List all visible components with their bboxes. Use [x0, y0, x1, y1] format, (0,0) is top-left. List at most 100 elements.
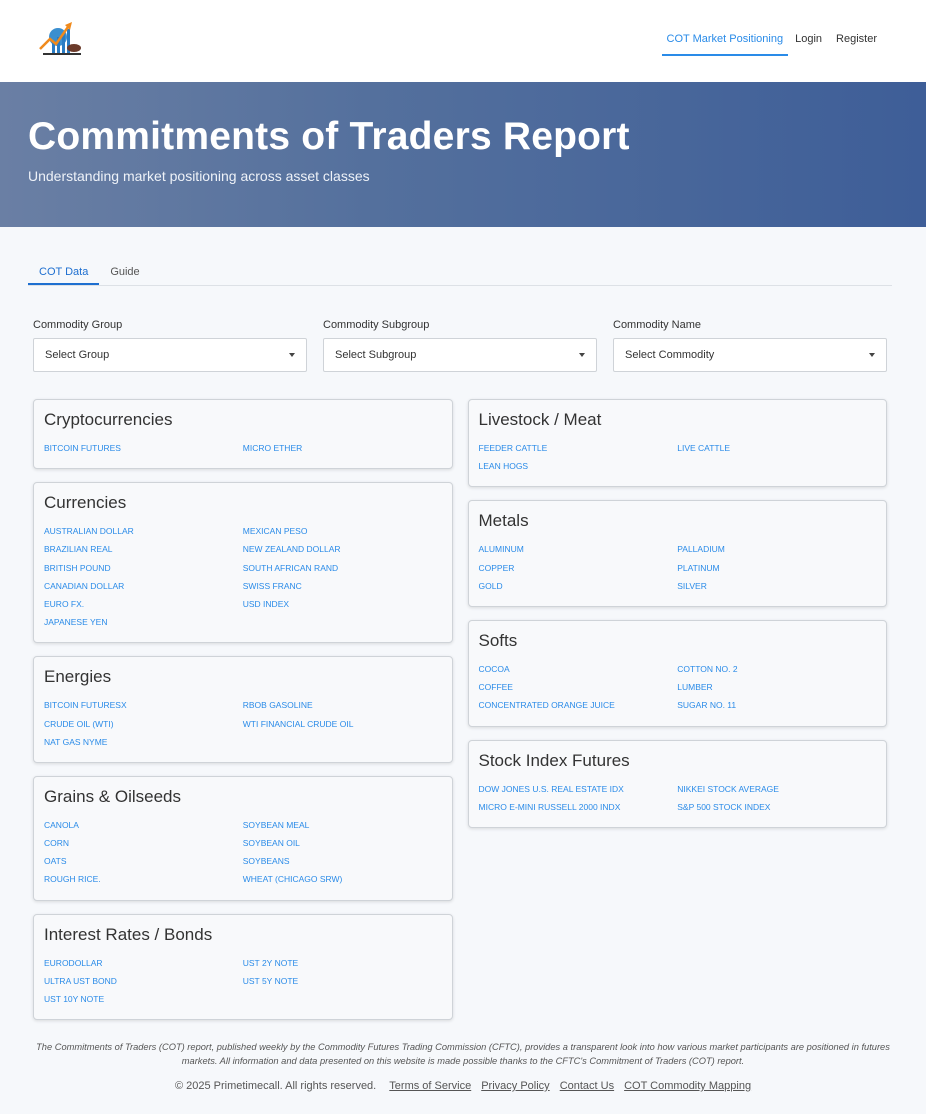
commodity-link[interactable]: COCOA — [478, 663, 510, 674]
commodity-link[interactable]: S&P 500 STOCK INDEX — [677, 801, 771, 812]
tab-cot-data[interactable]: COT Data — [28, 261, 100, 285]
group-card-stock-index-futures: Stock Index Futures DOW JONES U.S. REAL E… — [467, 739, 887, 828]
commodity-groups: Cryptocurrencies BITCOIN FUTURES MICRO ETH… — [33, 399, 887, 1021]
commodity-link[interactable]: SILVER — [677, 580, 707, 591]
commodity-link[interactable]: BITCOIN FUTURESX — [44, 700, 127, 711]
commodity-link[interactable]: OATS — [44, 856, 67, 867]
group-card-grains-oilseeds: Grains & Oilseeds CANOLA SOYBEAN MEAL CORN S… — [33, 775, 453, 901]
logo[interactable] — [38, 19, 84, 59]
group-card-livestock-meat: Livestock / Meat FEEDER CATTLE LIVE CATTLE… — [467, 399, 887, 488]
commodity-link[interactable]: SOYBEAN MEAL — [242, 819, 310, 830]
commodity-link[interactable]: PLATINUM — [677, 562, 720, 573]
commodity-link[interactable]: MICRO E-MINI RUSSELL 2000 INDX — [478, 801, 621, 812]
commodity-link[interactable]: NEW ZEALAND DOLLAR — [242, 544, 341, 555]
nav-link-cot-market-positioning[interactable]: COT Market Positioning — [661, 0, 789, 56]
commodity-subgroup-select[interactable]: Select Subgroup — [323, 338, 597, 372]
filters: Commodity Group Select Group Commodity S… — [33, 319, 887, 372]
commodity-link[interactable]: PALLADIUM — [677, 544, 725, 555]
caret-down-icon — [289, 353, 295, 357]
commodity-list: BITCOIN FUTURES MICRO ETHER — [44, 439, 442, 457]
commodity-link[interactable]: COTTON NO. 2 — [677, 663, 738, 674]
commodity-link[interactable]: AUSTRALIAN DOLLAR — [44, 526, 134, 537]
nav-link-login[interactable]: Login — [795, 33, 823, 45]
filter-label: Commodity Group — [33, 319, 123, 331]
footer-link-privacy-policy[interactable]: Privacy Policy — [481, 1080, 550, 1092]
commodity-list: ALUMINUM PALLADIUM COPPER PLATINUM GOLD SILVE… — [479, 540, 877, 595]
left-column: Cryptocurrencies BITCOIN FUTURES MICRO ETH… — [33, 399, 453, 1021]
group-card-cryptocurrencies: Cryptocurrencies BITCOIN FUTURES MICRO ETH… — [33, 399, 453, 470]
group-title: Grains & Oilseeds — [44, 786, 181, 806]
commodity-link[interactable]: SUGAR NO. 11 — [677, 700, 737, 711]
group-card-currencies: Currencies AUSTRALIAN DOLLAR MEXICAN PESO B… — [33, 482, 453, 644]
commodity-list: AUSTRALIAN DOLLAR MEXICAN PESO BRAZILIAN R… — [44, 522, 442, 631]
commodity-link[interactable]: COPPER — [478, 562, 515, 573]
commodity-link[interactable]: SWISS FRANC — [242, 580, 302, 591]
commodity-link[interactable]: CANADIAN DOLLAR — [44, 580, 125, 591]
commodity-link[interactable]: UST 10Y NOTE — [44, 994, 105, 1004]
commodity-link[interactable]: EURODOLLAR — [44, 957, 103, 968]
commodity-link[interactable]: ULTRA UST BOND — [44, 975, 117, 986]
commodity-list: FEEDER CATTLE LIVE CATTLE LEAN HOGS — [479, 439, 877, 475]
tab-guide[interactable]: Guide — [110, 266, 140, 278]
footer-link-terms-of-service[interactable]: Terms of Service — [389, 1080, 472, 1092]
commodity-link[interactable]: MICRO ETHER — [242, 443, 303, 453]
commodity-link[interactable]: CANOLA — [44, 819, 79, 830]
commodity-link[interactable]: JAPANESE YEN — [44, 617, 108, 628]
commodity-link[interactable]: FEEDER CATTLE — [478, 443, 548, 453]
footer-disclaimer: The Commitments of Traders (COT) report,… — [36, 1042, 890, 1066]
commodity-name-select[interactable]: Select Commodity — [613, 338, 887, 372]
commodity-link[interactable]: CRUDE OIL (WTI) — [44, 718, 114, 729]
page-subtitle: Understanding market positioning across … — [28, 168, 370, 184]
group-title: Stock Index Futures — [478, 750, 630, 770]
group-card-metals: Metals ALUMINUM PALLADIUM COPPER PLATINUM GOL… — [467, 500, 887, 607]
select-value: Select Commodity — [625, 349, 715, 361]
footer-link-cot-commodity-mapping[interactable]: COT Commodity Mapping — [624, 1080, 752, 1092]
commodity-list: EURODOLLAR UST 2Y NOTE ULTRA UST BOND UST 5… — [44, 954, 442, 1009]
group-title: Energies — [44, 667, 112, 687]
commodity-link[interactable]: GOLD — [478, 580, 503, 591]
filter-label: Commodity Subgroup — [323, 319, 430, 331]
commodity-link[interactable]: BITCOIN FUTURES — [44, 443, 121, 453]
nav-link-register[interactable]: Register — [836, 33, 877, 45]
commodity-link[interactable]: LUMBER — [677, 682, 713, 693]
commodity-link[interactable]: EURO FX. — [44, 598, 85, 609]
group-title: Livestock / Meat — [478, 410, 602, 429]
commodity-link[interactable]: ALUMINUM — [478, 544, 524, 555]
commodity-link[interactable]: ROUGH RICE. — [44, 874, 101, 885]
commodity-subgroup-filter: Commodity Subgroup Select Subgroup — [323, 319, 597, 372]
commodity-link[interactable]: UST 2Y NOTE — [242, 957, 299, 968]
commodity-link[interactable]: NIKKEI STOCK AVERAGE — [677, 783, 779, 794]
commodity-link[interactable]: SOYBEAN OIL — [242, 838, 300, 849]
commodity-link[interactable]: LEAN HOGS — [478, 461, 529, 472]
commodity-link[interactable]: SOUTH AFRICAN RAND — [242, 562, 339, 573]
commodity-link[interactable]: WTI FINANCIAL CRUDE OIL — [242, 718, 354, 729]
commodity-link[interactable]: UST 5Y NOTE — [242, 975, 299, 986]
group-title: Metals — [478, 511, 529, 531]
right-column: Livestock / Meat FEEDER CATTLE LIVE CATTLE… — [467, 399, 887, 828]
commodity-link[interactable]: MEXICAN PESO — [242, 526, 308, 537]
commodity-link[interactable]: RBOB GASOLINE — [242, 700, 313, 711]
group-title: Interest Rates / Bonds — [44, 924, 213, 944]
commodity-link[interactable]: CONCENTRATED ORANGE JUICE — [478, 700, 615, 711]
commodity-link[interactable]: USD INDEX — [242, 598, 290, 609]
footer-link-contact-us[interactable]: Contact Us — [559, 1080, 615, 1092]
group-title: Currencies — [44, 493, 127, 513]
logo-chart-icon — [39, 22, 81, 55]
commodity-link[interactable]: WHEAT (CHICAGO SRW) — [242, 874, 343, 885]
copyright: © 2025 Primetimecall. All rights reserve… — [174, 1080, 377, 1092]
commodity-link[interactable]: BRAZILIAN REAL — [44, 544, 113, 555]
commodity-link[interactable]: BRITISH POUND — [44, 562, 111, 573]
commodity-link[interactable]: CORN — [44, 838, 70, 849]
commodity-group-select[interactable]: Select Group — [33, 338, 307, 372]
commodity-group-filter: Commodity Group Select Group — [33, 319, 307, 372]
commodity-link[interactable]: SOYBEANS — [242, 856, 290, 867]
commodity-list: BITCOIN FUTURESX RBOB GASOLINE CRUDE OIL (… — [44, 696, 442, 751]
commodity-link[interactable]: NAT GAS NYME — [44, 736, 108, 747]
commodity-list: COCOA COTTON NO. 2 COFFEE LUMBER CONCENTRATE… — [479, 660, 877, 715]
commodity-link[interactable]: LIVE CATTLE — [677, 443, 730, 453]
commodity-link[interactable]: DOW JONES U.S. REAL ESTATE IDX — [478, 783, 624, 794]
group-title: Softs — [478, 630, 518, 650]
commodity-link[interactable]: COFFEE — [478, 682, 513, 693]
footer: The Commitments of Traders (COT) report,… — [0, 1040, 926, 1092]
page-title: Commitments of Traders Report — [28, 115, 630, 158]
